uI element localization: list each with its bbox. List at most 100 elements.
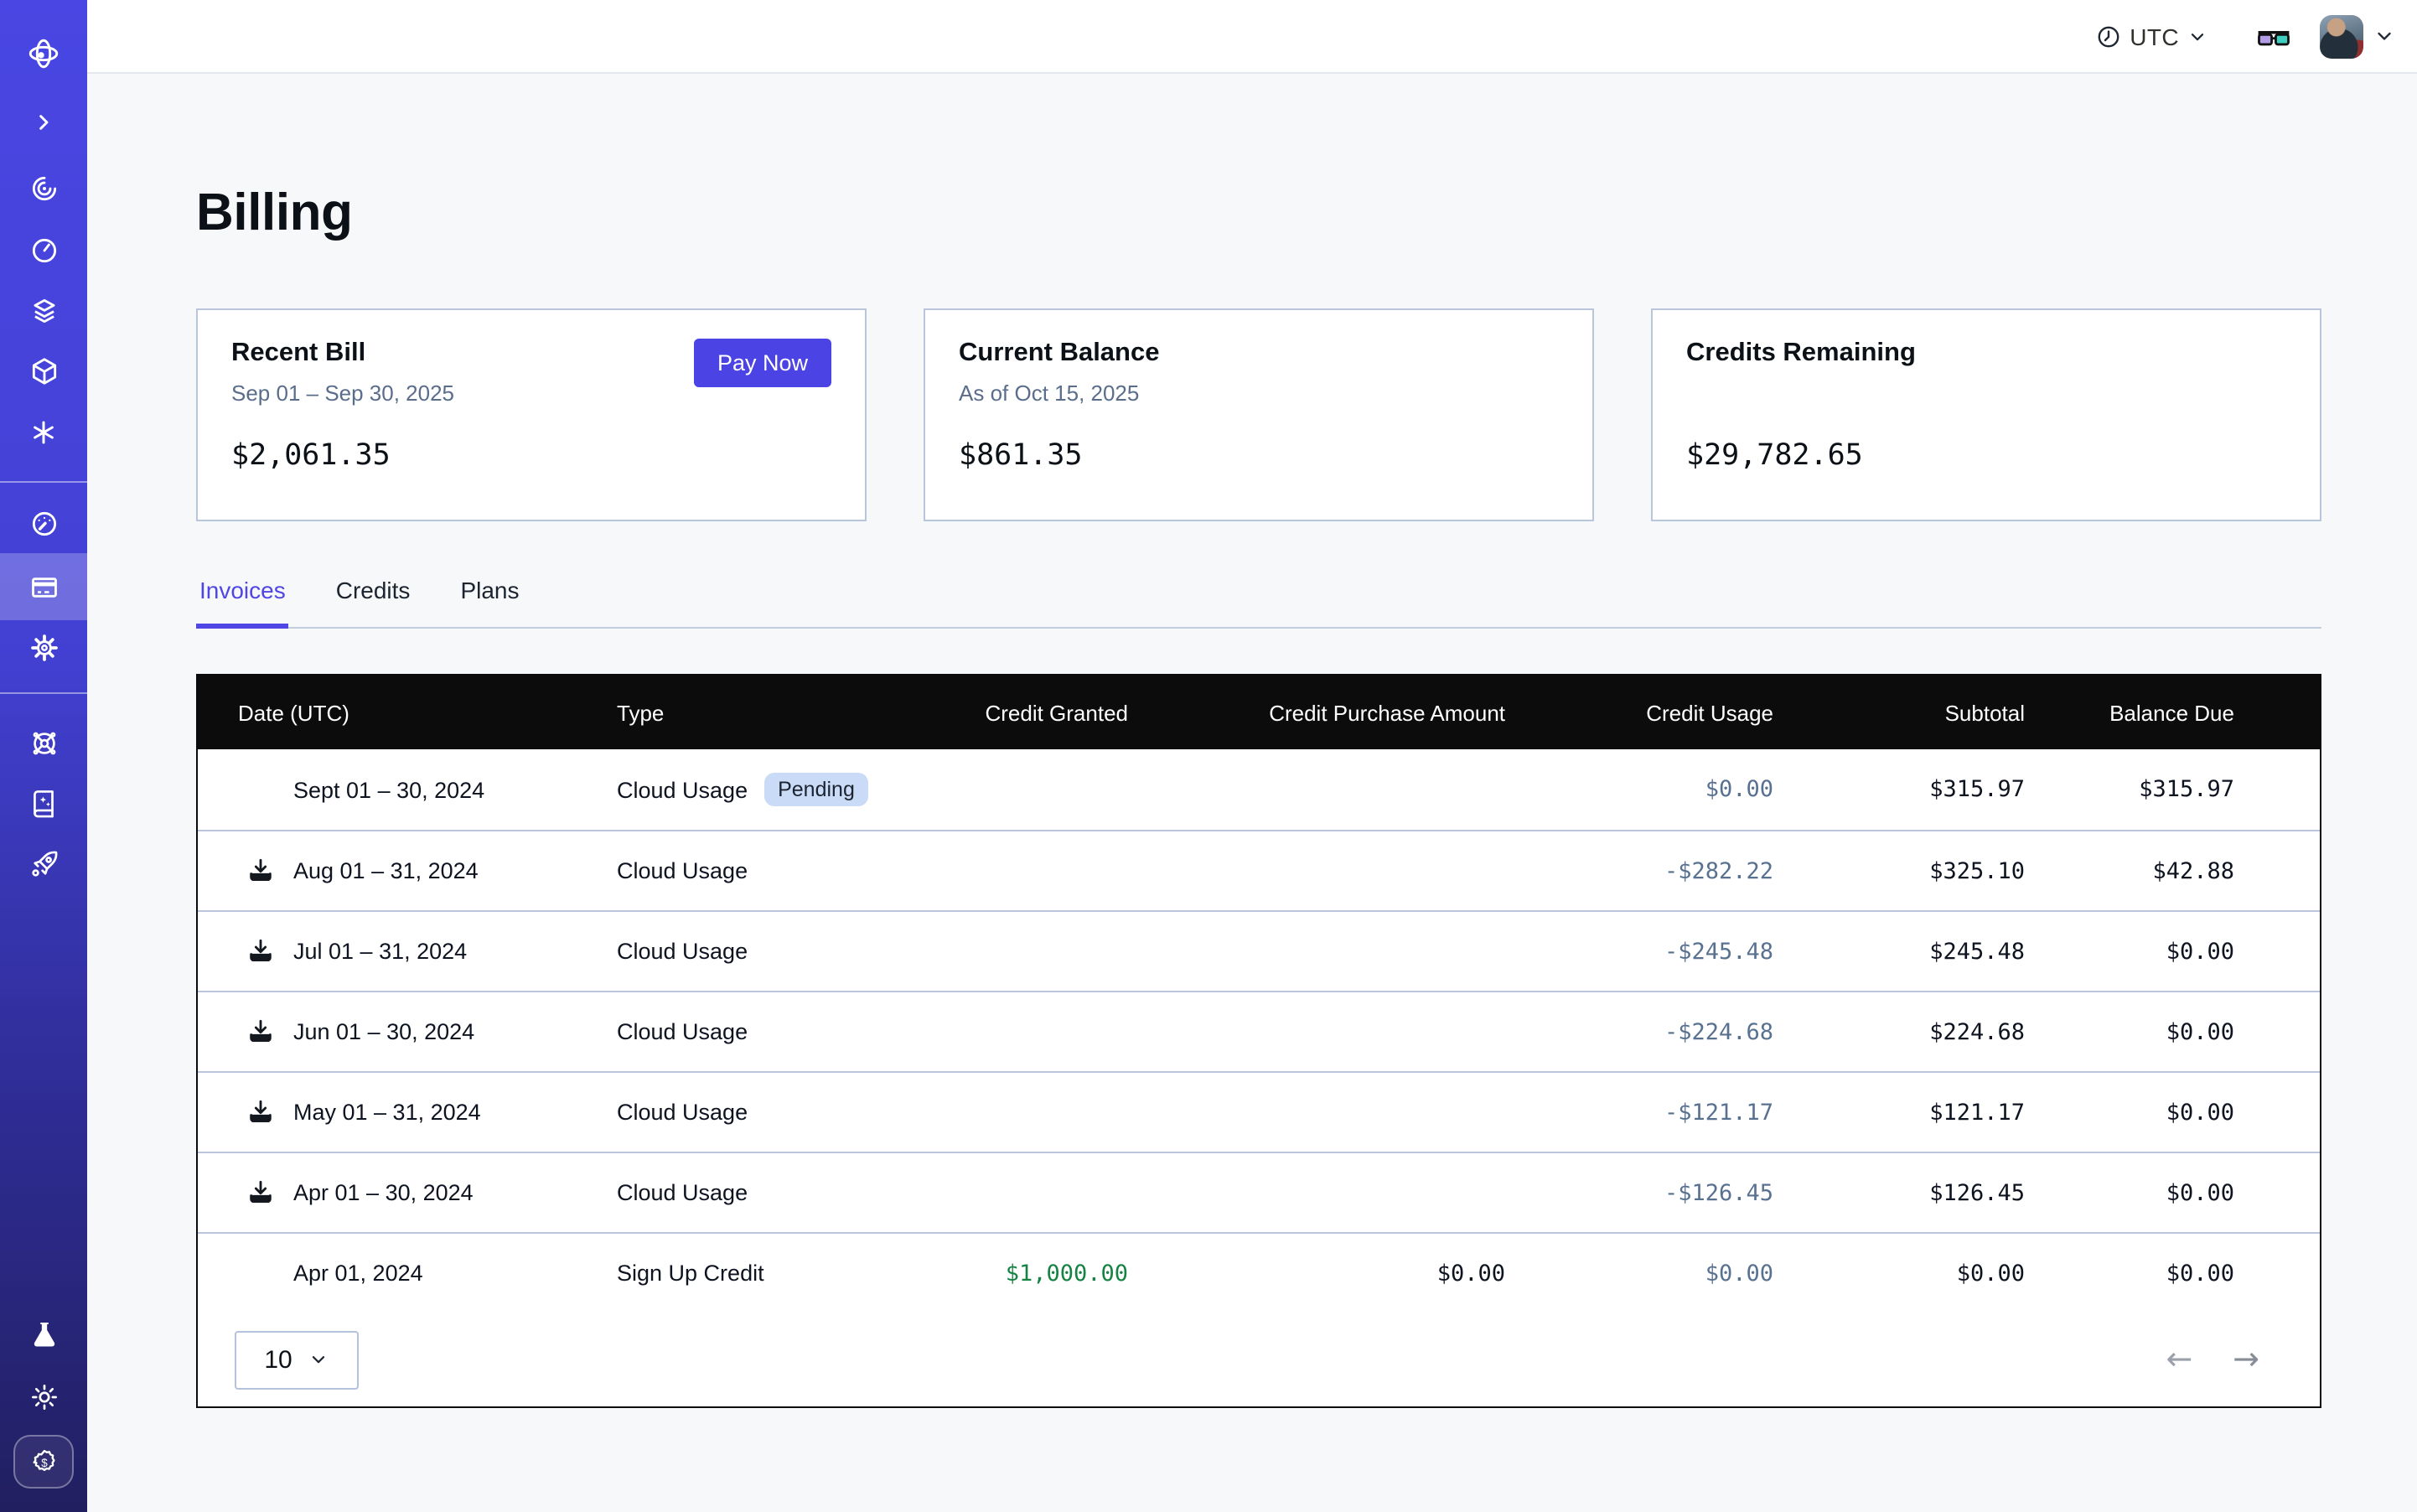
card-subtitle: Sep 01 – Sep 30, 2025 <box>231 381 455 406</box>
credits-dollar-button[interactable]: $ <box>13 1435 74 1489</box>
download-icon <box>250 1100 272 1123</box>
sandbox-cube-icon[interactable] <box>0 340 87 401</box>
chevron-down-icon <box>313 1356 325 1364</box>
table-header: Date (UTC) Type Credit Granted Credit Pu… <box>198 676 2320 749</box>
chevron-down-icon <box>2378 32 2391 40</box>
rocket-icon[interactable] <box>0 833 87 893</box>
history-timer-icon[interactable] <box>0 220 87 280</box>
summary-cards: Recent Bill Sep 01 – Sep 30, 2025 $2,061… <box>196 308 2321 521</box>
subtotal-cell: $121.17 <box>1929 1099 2025 1126</box>
card-credits-remaining: Credits Remaining $29,782.65 <box>1651 308 2321 521</box>
page-title: Billing <box>196 183 353 241</box>
timezone-label: UTC <box>2130 23 2179 49</box>
download-invoice-button[interactable] <box>246 1098 275 1126</box>
card-title: Credits Remaining <box>1686 339 1916 367</box>
pay-now-button[interactable]: Pay Now <box>693 339 831 387</box>
invoice-date: Jun 01 – 30, 2024 <box>293 1019 475 1044</box>
settings-gear-icon[interactable] <box>0 617 87 677</box>
download-invoice-button[interactable] <box>246 857 275 885</box>
avatar[interactable] <box>2320 14 2363 58</box>
balance-due-cell: $0.00 <box>2166 1018 2234 1045</box>
credit-usage-cell: $0.00 <box>1705 776 1773 803</box>
invoice-type: Cloud Usage <box>617 1019 748 1044</box>
dashboard-gauge-icon[interactable] <box>0 493 87 553</box>
credit-granted-cell <box>944 1073 1162 1152</box>
support-wheel-icon[interactable] <box>0 712 87 773</box>
dollar-seal-icon: $ <box>32 1448 54 1471</box>
col-header-credit-purchase: Credit Purchase Amount <box>1269 700 1505 725</box>
billing-tabs: Invoices Credits Plans <box>196 577 2321 629</box>
col-header-type: Type <box>617 700 665 725</box>
labs-flask-icon[interactable] <box>0 1304 87 1364</box>
table-row: Apr 01 – 30, 2024 Cloud Usage -$126.45 $126… <box>198 1152 2320 1232</box>
docs-book-icon[interactable] <box>0 773 87 833</box>
invoice-date-cell: Sept 01 – 30, 2024 <box>198 749 583 830</box>
page-size-value: 10 <box>264 1345 292 1374</box>
col-header-credit-granted: Credit Granted <box>985 700 1128 725</box>
table-row: May 01 – 31, 2024 Cloud Usage -$121.17 $121… <box>198 1071 2320 1152</box>
asterisk-icon[interactable] <box>0 402 87 463</box>
table-row: Sept 01 – 30, 2024 Cloud Usage Pending $0.0… <box>198 749 2320 830</box>
invoice-type-cell: Cloud Usage Pending <box>583 749 944 830</box>
card-amount: $2,061.35 <box>231 439 391 473</box>
user-menu-button[interactable] <box>2373 25 2395 47</box>
invoice-type-cell: Cloud Usage <box>583 992 944 1071</box>
previous-page-button[interactable]: ← <box>2166 1340 2193 1377</box>
3d-glasses-icon[interactable] <box>2256 21 2291 51</box>
billing-card-icon[interactable] <box>0 557 87 617</box>
credit-purchase-cell <box>1162 831 1539 910</box>
invoice-type: Cloud Usage <box>617 939 748 964</box>
invoice-table-body: Sept 01 – 30, 2024 Cloud Usage Pending $0.0… <box>198 749 2320 1313</box>
col-header-balance-due: Balance Due <box>2109 700 2234 725</box>
invoice-type-cell: Sign Up Credit <box>583 1234 944 1313</box>
planet-logo-icon[interactable] <box>0 23 87 84</box>
download-icon <box>250 1180 272 1204</box>
col-header-date: Date (UTC) <box>238 700 349 725</box>
credit-granted-cell <box>944 912 1162 991</box>
page-size-select[interactable]: 10 <box>235 1330 359 1389</box>
download-icon <box>250 1019 272 1043</box>
sidebar: $ <box>0 0 87 1512</box>
theme-sun-icon[interactable] <box>0 1366 87 1427</box>
invoice-type: Cloud Usage <box>617 858 748 883</box>
credit-purchase-cell <box>1162 1073 1539 1152</box>
subtotal-cell: $245.48 <box>1929 938 2025 965</box>
subtotal-cell: $224.68 <box>1929 1018 2025 1045</box>
invoice-type: Cloud Usage <box>617 1180 748 1205</box>
invoice-date: Apr 01 – 30, 2024 <box>293 1180 474 1205</box>
invoice-type-cell: Cloud Usage <box>583 831 944 910</box>
collapse-chevron-icon[interactable] <box>0 92 87 153</box>
status-badge: Pending <box>764 773 868 806</box>
table-row: Jun 01 – 30, 2024 Cloud Usage -$224.68 $224… <box>198 991 2320 1071</box>
layers-icon[interactable] <box>0 280 87 340</box>
download-invoice-button[interactable] <box>246 937 275 966</box>
tab-invoices[interactable]: Invoices <box>196 577 289 629</box>
download-invoice-button[interactable] <box>246 1017 275 1046</box>
chevron-down-icon <box>2191 33 2204 40</box>
balance-due-cell: $315.97 <box>2139 776 2234 803</box>
tab-credits[interactable]: Credits <box>335 577 411 603</box>
balance-due-cell: $42.88 <box>2152 857 2234 884</box>
download-icon <box>250 939 272 962</box>
card-current-balance: Current Balance As of Oct 15, 2025 $861.… <box>924 308 1594 521</box>
subtotal-cell: $126.45 <box>1929 1179 2025 1206</box>
next-page-button[interactable]: → <box>2233 1340 2259 1377</box>
timezone-selector[interactable]: UTC <box>2094 23 2207 49</box>
download-invoice-button[interactable] <box>246 1178 275 1207</box>
invoice-date-cell: Apr 01, 2024 <box>198 1234 583 1313</box>
table-footer: 10 ← → <box>198 1313 2320 1406</box>
invoice-date: Apr 01, 2024 <box>293 1261 423 1286</box>
credit-usage-cell: $0.00 <box>1705 1260 1773 1287</box>
balance-due-cell: $0.00 <box>2166 1099 2234 1126</box>
sidebar-divider <box>0 692 87 694</box>
download-icon <box>250 858 272 882</box>
invoice-date-cell: Jun 01 – 30, 2024 <box>198 992 583 1071</box>
balance-due-cell: $0.00 <box>2166 1179 2234 1206</box>
credit-purchase-cell <box>1162 912 1539 991</box>
invoice-date: May 01 – 31, 2024 <box>293 1100 481 1125</box>
tab-plans[interactable]: Plans <box>460 577 520 603</box>
trace-spiral-icon[interactable] <box>0 158 87 218</box>
card-subtitle <box>1686 381 2286 407</box>
main-content: Billing Recent Bill Sep 01 – Sep 30, 202… <box>87 74 2417 1512</box>
